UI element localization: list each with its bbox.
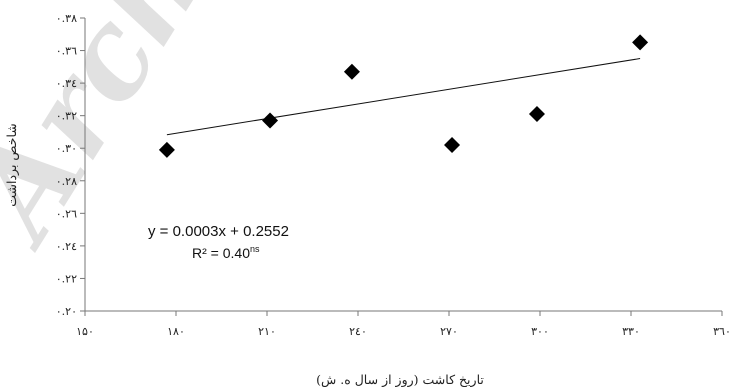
y-tick-label: ۰.۳۸ bbox=[56, 12, 77, 25]
data-point bbox=[343, 63, 360, 80]
y-axis-title: شاخص برداشت bbox=[4, 123, 20, 206]
regression-equation: y = 0.0003x + 0.2552 bbox=[148, 223, 289, 240]
x-tick-label: ۲۷۰ bbox=[440, 325, 458, 338]
y-tick-label: ۰.۲۰ bbox=[56, 305, 77, 318]
x-tick-label: ۱۵۰ bbox=[76, 325, 94, 338]
r-squared-significance: ns bbox=[250, 244, 260, 254]
r-squared-label: R² = 0.40ns bbox=[192, 244, 260, 261]
data-point bbox=[158, 141, 175, 158]
data-point bbox=[632, 34, 649, 51]
y-tick-label: ۰.۲۲ bbox=[56, 272, 77, 285]
trendline-group bbox=[166, 58, 641, 136]
x-tick-label: ۳٦۰ bbox=[713, 325, 731, 338]
x-tick-label: ۲٤۰ bbox=[349, 325, 367, 338]
y-tick-label: ۰.۲۸ bbox=[56, 175, 77, 188]
r-squared-value: R² = 0.40 bbox=[192, 245, 250, 261]
data-point bbox=[444, 136, 461, 153]
x-tick-label: ۳۳۰ bbox=[622, 325, 640, 338]
y-tick-label: ۰.۳٦ bbox=[56, 45, 77, 58]
y-tick-label: ۰.۲٤ bbox=[56, 240, 77, 253]
x-tick-label: ۱۸۰ bbox=[167, 325, 185, 338]
data-point bbox=[528, 106, 545, 123]
x-tick-label: ۲۱۰ bbox=[258, 325, 276, 338]
data-point bbox=[262, 112, 279, 129]
y-tick-label: ۰.۳٤ bbox=[56, 77, 77, 90]
x-axis-ticks: ۱۵۰ ۱۸۰ ۲۱۰ ۲٤۰ ۲۷۰ ۳۰۰ ۳۳۰ ۳٦۰ bbox=[76, 311, 731, 338]
y-tick-label: ۰.۳۰ bbox=[56, 142, 77, 155]
axes bbox=[84, 18, 722, 312]
x-axis-title: تاریخ کاشت (روز از سال ه. ش) bbox=[316, 372, 484, 388]
y-axis-ticks: ۰.۲۰ ۰.۲۲ ۰.۲٤ ۰.۲٦ ۰.۲۸ ۰.۳۰ ۰.۳۲ ۰.۳٤ ۰.۳٦ ۰.۳۸ bbox=[56, 12, 85, 318]
trendline bbox=[166, 58, 641, 136]
y-tick-label: ۰.۲٦ bbox=[56, 207, 77, 220]
x-tick-label: ۳۰۰ bbox=[531, 325, 549, 338]
y-tick-label: ۰.۳۲ bbox=[56, 110, 77, 123]
data-points bbox=[158, 34, 649, 158]
